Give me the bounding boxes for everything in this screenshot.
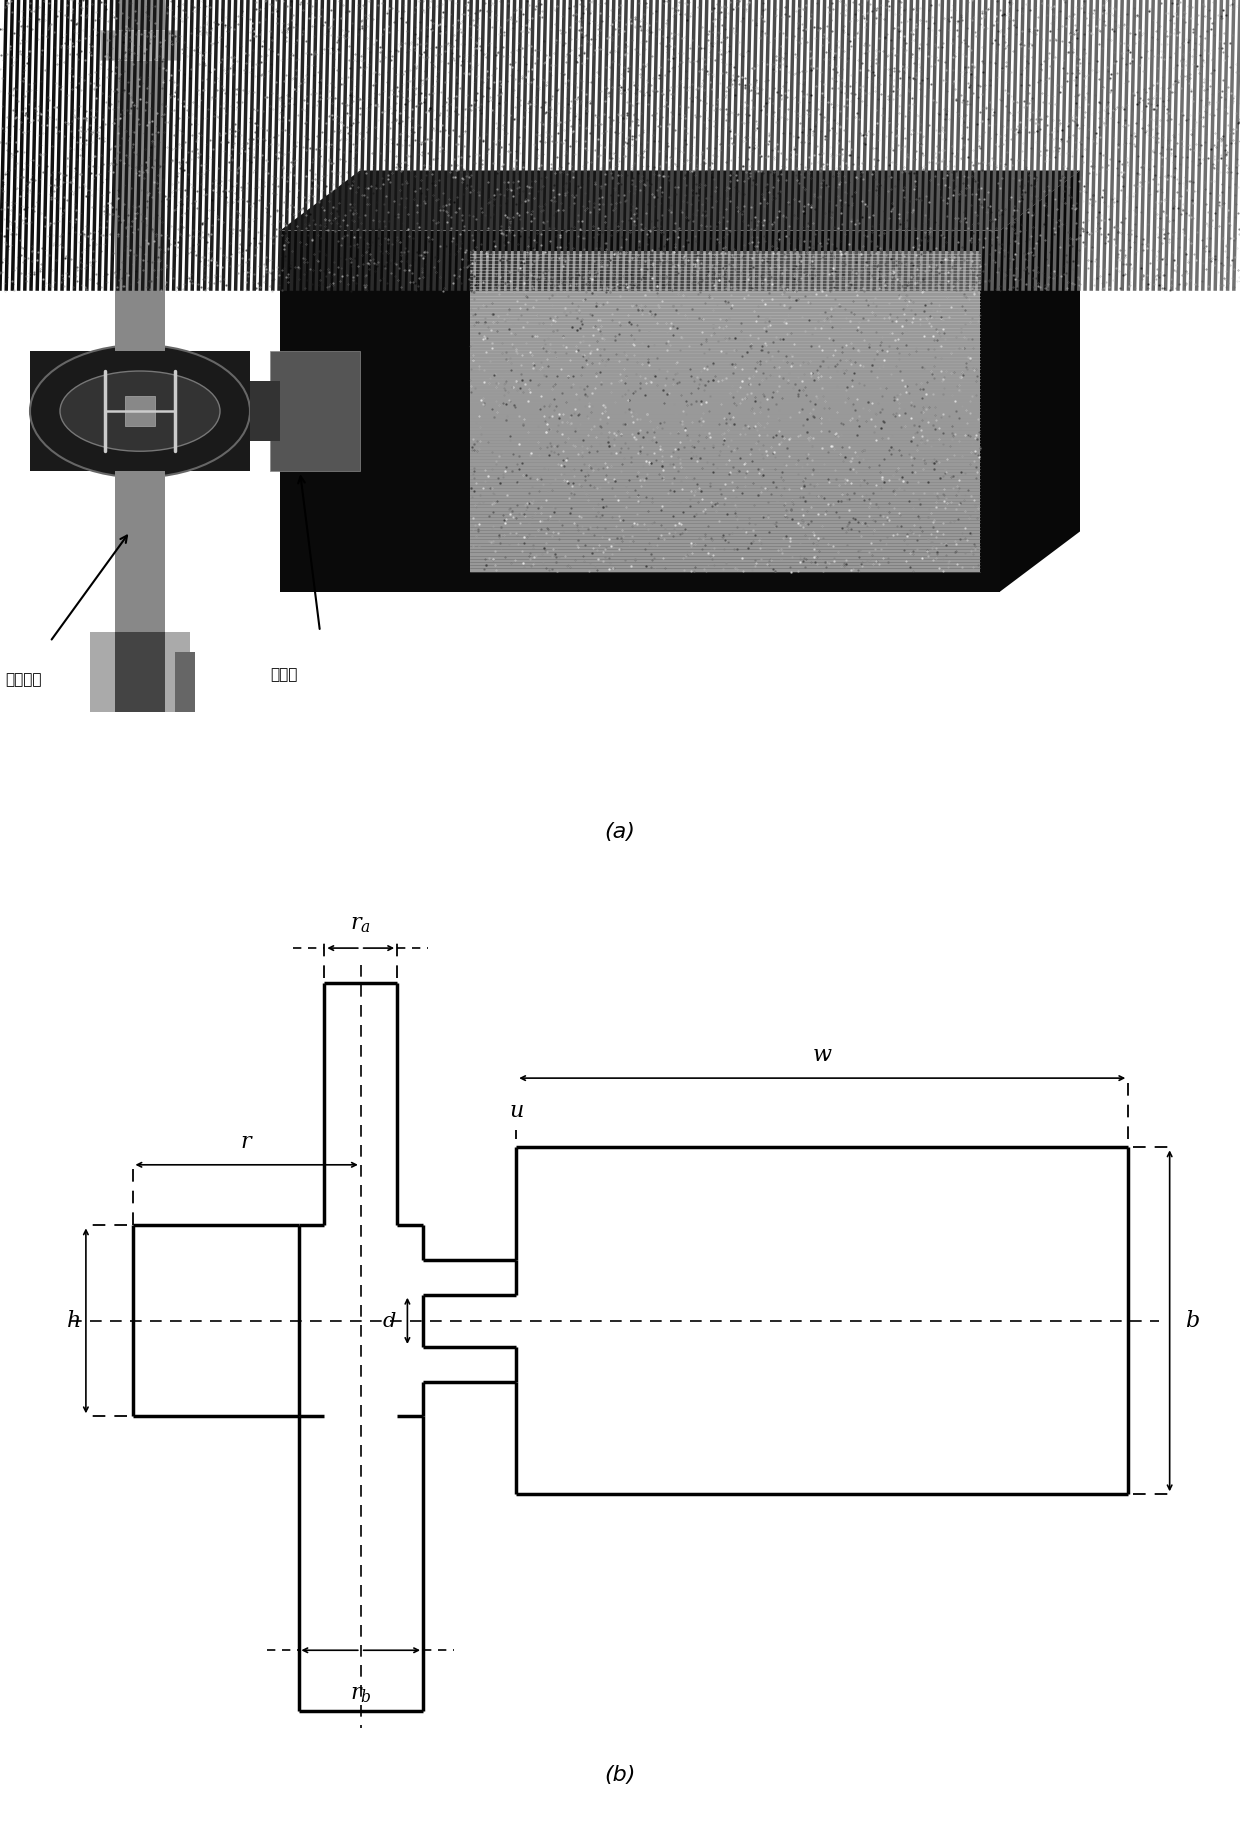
Polygon shape xyxy=(250,381,280,442)
Polygon shape xyxy=(30,350,250,471)
Polygon shape xyxy=(100,29,180,60)
Polygon shape xyxy=(0,712,1240,912)
Text: $u$: $u$ xyxy=(508,1102,523,1121)
Polygon shape xyxy=(470,250,980,571)
Polygon shape xyxy=(270,350,360,471)
Text: (b): (b) xyxy=(604,1765,636,1785)
Polygon shape xyxy=(91,631,190,912)
Text: $w$: $w$ xyxy=(812,1046,832,1066)
Polygon shape xyxy=(280,170,1080,230)
Text: $d$: $d$ xyxy=(382,1310,397,1330)
Text: 耦合间隙: 耦合间隙 xyxy=(5,672,41,686)
Text: (a): (a) xyxy=(605,823,635,843)
Polygon shape xyxy=(175,652,195,912)
Text: $r_b$: $r_b$ xyxy=(350,1684,372,1705)
Polygon shape xyxy=(115,471,165,912)
Polygon shape xyxy=(115,631,165,912)
Ellipse shape xyxy=(30,345,250,478)
Polygon shape xyxy=(280,230,999,591)
Polygon shape xyxy=(125,396,155,427)
Text: $r_a$: $r_a$ xyxy=(351,914,371,934)
Ellipse shape xyxy=(60,370,219,451)
Polygon shape xyxy=(115,0,165,350)
Polygon shape xyxy=(999,170,1080,591)
Text: $h$: $h$ xyxy=(67,1310,81,1332)
Text: $b$: $b$ xyxy=(1185,1310,1200,1332)
Text: 耦合口: 耦合口 xyxy=(270,666,298,683)
Polygon shape xyxy=(0,0,1240,912)
Text: $r$: $r$ xyxy=(239,1132,253,1152)
